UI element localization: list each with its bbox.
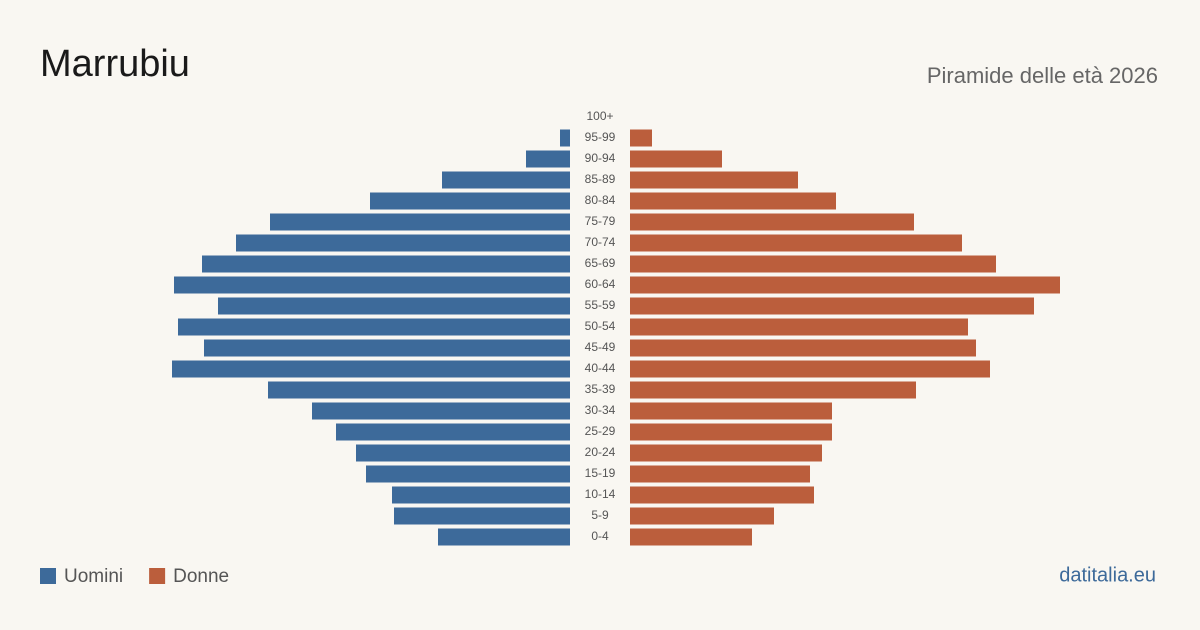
bar — [270, 213, 570, 231]
bar — [268, 381, 570, 399]
bar — [442, 171, 570, 189]
bar — [630, 444, 822, 462]
age-label: 80-84 — [585, 193, 616, 207]
bar — [630, 297, 1034, 315]
age-label: 60-64 — [585, 277, 616, 291]
age-label: 5-9 — [591, 508, 609, 522]
bar — [630, 129, 652, 147]
age-label: 90-94 — [585, 151, 616, 165]
age-label: 35-39 — [585, 382, 616, 396]
bar — [236, 234, 570, 252]
age-label: 100+ — [586, 109, 613, 123]
age-label: 70-74 — [585, 235, 616, 249]
bar — [630, 507, 774, 525]
age-label: 10-14 — [585, 487, 616, 501]
bar — [630, 360, 990, 378]
bar — [336, 423, 570, 441]
bar — [630, 528, 752, 546]
bar — [312, 402, 570, 420]
bar — [630, 318, 968, 336]
bar — [630, 171, 798, 189]
bar — [630, 276, 1060, 294]
age-label: 0-4 — [591, 529, 609, 543]
legend-swatch — [149, 568, 166, 584]
age-label: 55-59 — [585, 298, 616, 312]
bar — [630, 192, 836, 210]
age-label: 45-49 — [585, 340, 616, 354]
bar — [392, 486, 570, 504]
age-label: 50-54 — [585, 319, 616, 333]
bar — [630, 255, 996, 273]
bar — [370, 192, 570, 210]
bar — [172, 360, 570, 378]
age-label: 65-69 — [585, 256, 616, 270]
bar — [560, 129, 570, 147]
bar — [630, 339, 976, 357]
age-label: 75-79 — [585, 214, 616, 228]
bar — [630, 234, 962, 252]
bar — [630, 213, 914, 231]
bar — [394, 507, 570, 525]
age-label: 20-24 — [585, 445, 616, 459]
age-label: 95-99 — [585, 130, 616, 144]
bar — [630, 150, 722, 168]
bar — [630, 486, 814, 504]
bar — [630, 381, 916, 399]
bar — [366, 465, 570, 483]
chart-subtitle: Piramide delle età 2026 — [927, 63, 1158, 88]
bar — [218, 297, 570, 315]
age-label: 15-19 — [585, 466, 616, 480]
age-label: 40-44 — [585, 361, 616, 375]
legend-swatch — [40, 568, 56, 584]
bar — [202, 255, 570, 273]
chart-title: Marrubiu — [40, 43, 190, 85]
bar — [630, 423, 832, 441]
bar — [204, 339, 570, 357]
age-label: 25-29 — [585, 424, 616, 438]
bar — [178, 318, 570, 336]
legend-label: Uomini — [64, 566, 123, 587]
bar — [526, 150, 570, 168]
legend-label: Donne — [173, 566, 229, 587]
bar — [630, 465, 810, 483]
age-label: 85-89 — [585, 172, 616, 186]
bar — [356, 444, 570, 462]
bar — [438, 528, 570, 546]
age-label: 30-34 — [585, 403, 616, 417]
bar — [174, 276, 570, 294]
source-link[interactable]: datitalia.eu — [1059, 564, 1156, 586]
bar — [630, 402, 832, 420]
